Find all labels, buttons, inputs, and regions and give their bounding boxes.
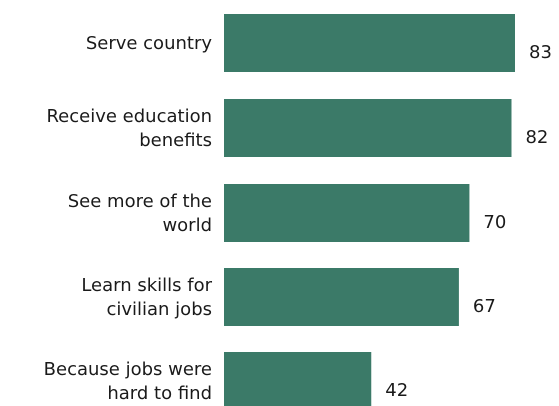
bar (224, 184, 470, 242)
bar (224, 99, 512, 157)
value-label: 67 (473, 296, 496, 317)
bar (224, 14, 515, 72)
category-label-line: hard to find (107, 383, 212, 404)
category-label-line: See more of the (68, 191, 212, 212)
value-label: 82 (525, 127, 548, 148)
category-label-line: civilian jobs (106, 299, 212, 320)
value-label: 70 (483, 212, 506, 233)
bar (224, 352, 372, 406)
bar (224, 268, 459, 326)
category-label-line: world (162, 215, 212, 236)
category-label-line: benefits (139, 130, 212, 151)
category-label-line: Learn skills for (81, 275, 212, 296)
category-label: Learn skills for civilian jobs (81, 275, 212, 320)
category-labels: Serve country Receive education benefits Se… (44, 33, 213, 404)
category-label: Serve country (86, 33, 213, 54)
category-label: Receive education benefits (46, 106, 212, 151)
category-label-line: Serve country (86, 33, 213, 54)
category-label-line: Receive education (46, 106, 212, 127)
category-label: See more of the world (68, 191, 212, 236)
value-labels: 83 82 70 67 42 (385, 42, 552, 401)
category-label-line: Because jobs were (44, 359, 212, 380)
bars-layer (224, 14, 515, 406)
value-label: 83 (529, 42, 552, 63)
category-label: Because jobs were hard to find (44, 359, 212, 404)
value-label: 42 (385, 380, 408, 401)
